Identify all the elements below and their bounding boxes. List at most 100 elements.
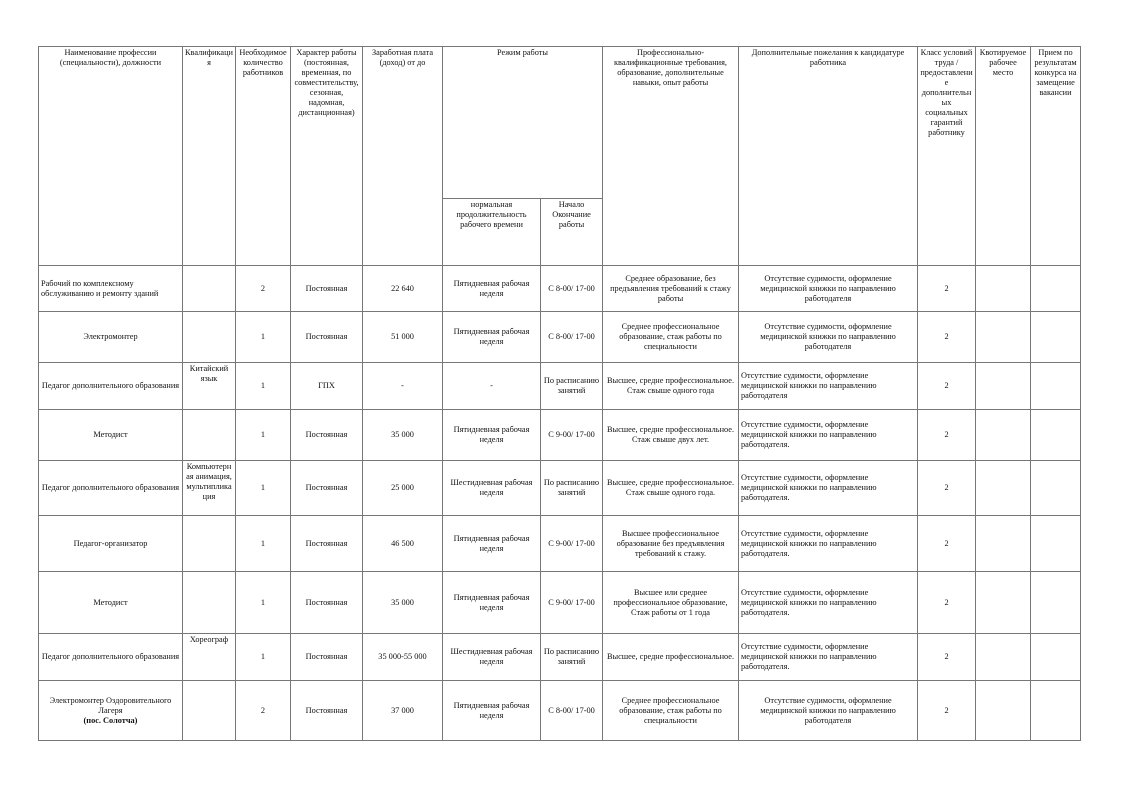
cell-duration: Пятидневная рабочая неделя: [442, 409, 541, 461]
cell-salary: 46 500: [362, 515, 443, 572]
cell-hours: По расписанию занятий: [539, 460, 604, 516]
cell-conditions-class: 2: [917, 571, 977, 634]
header-qualification: Квалификация: [182, 46, 236, 266]
cell-hours: С 8-00/ 17-00: [539, 311, 604, 363]
cell-hours: С 9-00/ 17-00: [539, 409, 604, 461]
cell-contest: [1030, 409, 1082, 461]
cell-duration: -: [442, 362, 541, 410]
cell-qualification: [182, 409, 236, 461]
table-row: Методист 1 Постоянная 35 000 Пятидневная раб…: [38, 409, 1082, 461]
cell-hours: По расписанию занятий: [539, 633, 604, 681]
cell-requirements: Высшее, средне профессиональное. Стаж св…: [602, 362, 740, 410]
cell-salary: 37 000: [362, 680, 443, 741]
cell-wishes: Отсутствие судимости, оформление медицин…: [738, 311, 919, 363]
cell-nature: ГПХ: [290, 362, 363, 410]
cell-quota: [975, 515, 1032, 572]
cell-qualification: [182, 680, 236, 741]
cell-duration: Пятидневная рабочая неделя: [442, 265, 541, 312]
table-row: Педагог дополнительного образования Хорео…: [38, 633, 1082, 681]
cell-count: 1: [235, 460, 291, 516]
cell-conditions-class: 2: [917, 515, 977, 572]
header-conditions: Класс условий труда /предоставление допо…: [917, 46, 977, 266]
cell-salary: 51 000: [362, 311, 443, 363]
cell-count: 1: [235, 362, 291, 410]
cell-nature: Постоянная: [290, 515, 363, 572]
cell-qualification: [182, 515, 236, 572]
cell-wishes: Отсутствие судимости, оформление медицин…: [738, 362, 919, 410]
cell-requirements: Среднее профессиональное образование, ст…: [602, 680, 740, 741]
cell-qualification: [182, 311, 236, 363]
cell-hours: С 9-00/ 17-00: [539, 515, 604, 572]
cell-count: 2: [235, 680, 291, 741]
cell-duration: Пятидневная рабочая неделя: [442, 680, 541, 741]
cell-contest: [1030, 571, 1082, 634]
table-row: Педагог дополнительного образования Компь…: [38, 460, 1082, 516]
table-header: Наименование профессии (специальности), …: [38, 46, 1082, 266]
cell-wishes: Отсутствие судимости, оформление медицин…: [738, 460, 919, 516]
cell-name: Методист: [38, 409, 183, 461]
header-mode-hours: Начало Окончание работы: [539, 198, 604, 266]
cell-qualification: Компьютерная анимация, мультипликация: [182, 460, 236, 516]
cell-count: 1: [235, 409, 291, 461]
cell-requirements: Высшее, средне профессиональное.: [602, 633, 740, 681]
cell-duration: Пятидневная рабочая неделя: [442, 311, 541, 363]
cell-contest: [1030, 265, 1082, 312]
cell-contest: [1030, 680, 1082, 741]
cell-requirements: Высшее профессиональное образование без …: [602, 515, 740, 572]
cell-conditions-class: 2: [917, 311, 977, 363]
cell-name: Педагог дополнительного образования: [38, 362, 183, 410]
table-row: Методист 1 Постоянная 35 000 Пятидневная раб…: [38, 571, 1082, 634]
cell-conditions-class: 2: [917, 409, 977, 461]
cell-duration: Шестидневная рабочая неделя: [442, 633, 541, 681]
cell-name: Рабочий по комплексному обслуживанию и р…: [38, 265, 183, 312]
cell-salary: 22 640: [362, 265, 443, 312]
cell-wishes: Отсутствие судимости, оформление медицин…: [738, 571, 919, 634]
cell-contest: [1030, 633, 1082, 681]
cell-conditions-class: 2: [917, 362, 977, 410]
table-row: Электромонтер 1 Постоянная 51 000 Пятидневна…: [38, 311, 1082, 363]
header-mode: Режим работы: [441, 46, 604, 199]
cell-hours: По расписанию занятий: [539, 362, 604, 410]
cell-quota: [975, 680, 1032, 741]
cell-name: Педагог-организатор: [38, 515, 183, 572]
table-row: Рабочий по комплексному обслуживанию и р…: [38, 265, 1082, 312]
cell-count: 1: [235, 571, 291, 634]
cell-conditions-class: 2: [917, 633, 977, 681]
cell-count: 1: [235, 311, 291, 363]
header-nature: Характер работы (постоянная, временная, …: [290, 46, 363, 266]
cell-requirements: Высшее или среднее профессиональное обра…: [602, 571, 740, 634]
cell-nature: Постоянная: [290, 460, 363, 516]
cell-quota: [975, 311, 1032, 363]
cell-requirements: Среднее профессиональное образование, ст…: [602, 311, 740, 363]
cell-hours: С 8-00/ 17-00: [539, 680, 604, 741]
table-row: Педагог-организатор 1 Постоянная 46 500 Пяти…: [38, 515, 1082, 572]
cell-quota: [975, 460, 1032, 516]
table-row: Электромонтер Оздоровительного Лагеря (по…: [38, 680, 1082, 741]
cell-wishes: Отсутствие судимости, оформление медицин…: [738, 680, 919, 741]
cell-quota: [975, 571, 1032, 634]
cell-salary: -: [362, 362, 443, 410]
cell-name-location: (пос. Солотча): [83, 715, 138, 725]
header-contest: Прием по результатам конкурса на замещен…: [1030, 46, 1082, 266]
cell-qualification: [182, 571, 236, 634]
header-wishes: Дополнительные пожелания к кандидатуре р…: [738, 46, 919, 266]
cell-name: Электромонтер Оздоровительного Лагеря (по…: [38, 680, 183, 741]
cell-salary: 35 000: [362, 409, 443, 461]
cell-salary: 35 000-55 000: [362, 633, 443, 681]
table-row: Педагог дополнительного образования Китай…: [38, 362, 1082, 410]
cell-count: 1: [235, 515, 291, 572]
cell-name: Педагог дополнительного образования: [38, 460, 183, 516]
cell-requirements: Среднее образование, без предъявления тр…: [602, 265, 740, 312]
cell-nature: Постоянная: [290, 265, 363, 312]
cell-salary: 25 000: [362, 460, 443, 516]
cell-requirements: Высшее, средне профессиональное. Стаж св…: [602, 409, 740, 461]
vacancies-table: Наименование профессии (специальности), …: [38, 46, 1082, 741]
cell-name-text: Электромонтер Оздоровительного Лагеря: [49, 695, 172, 715]
cell-nature: Постоянная: [290, 680, 363, 741]
cell-nature: Постоянная: [290, 633, 363, 681]
cell-contest: [1030, 362, 1082, 410]
cell-wishes: Отсутствие судимости, оформление медицин…: [738, 409, 919, 461]
cell-salary: 35 000: [362, 571, 443, 634]
cell-conditions-class: 2: [917, 265, 977, 312]
table-body: Рабочий по комплексному обслуживанию и р…: [38, 265, 1082, 741]
